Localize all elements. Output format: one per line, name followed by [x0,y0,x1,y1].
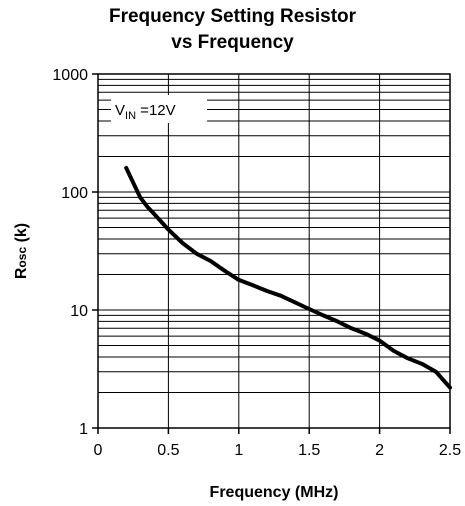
x-tick-label: 2.5 [439,442,461,459]
x-tick-label: 0 [94,442,103,459]
y-axis-label-unit: (k) [13,223,30,247]
annotation-vin-main: V [115,102,125,119]
plot-frame [92,73,451,434]
x-axis-label: Frequency (MHz) [210,484,339,501]
x-tick-labels: 0 0.5 1 1.5 2 2.5 [94,442,462,459]
x-tick-label: 0.5 [157,442,179,459]
annotation-vin-sub: IN [125,110,136,122]
series-line [124,165,452,390]
y-axis-label-main: R [13,267,30,279]
x-tick-label: 2 [375,442,384,459]
chart-title-line2: vs Frequency [171,32,294,53]
y-tick-label: 1 [79,421,88,438]
y-axis-label: Rosc (k) [13,223,30,279]
grid-lines [98,74,450,428]
annotation-vin-value: =12V [136,102,176,119]
plot-border [97,73,451,429]
chart-title-line1: Frequency Setting Resistor [108,6,357,27]
annotation-box [111,95,207,123]
y-tick-label: 10 [70,303,88,320]
annotation-vin: VIN =12V [115,102,176,122]
y-tick-label: 1000 [52,67,88,84]
x-tick-label: 1.5 [298,442,320,459]
x-tick-label: 1 [234,442,243,459]
y-tick-label: 100 [61,185,88,202]
y-axis-label-sub: osc [15,247,29,268]
y-tick-labels: 1 10 100 1000 [52,67,88,438]
